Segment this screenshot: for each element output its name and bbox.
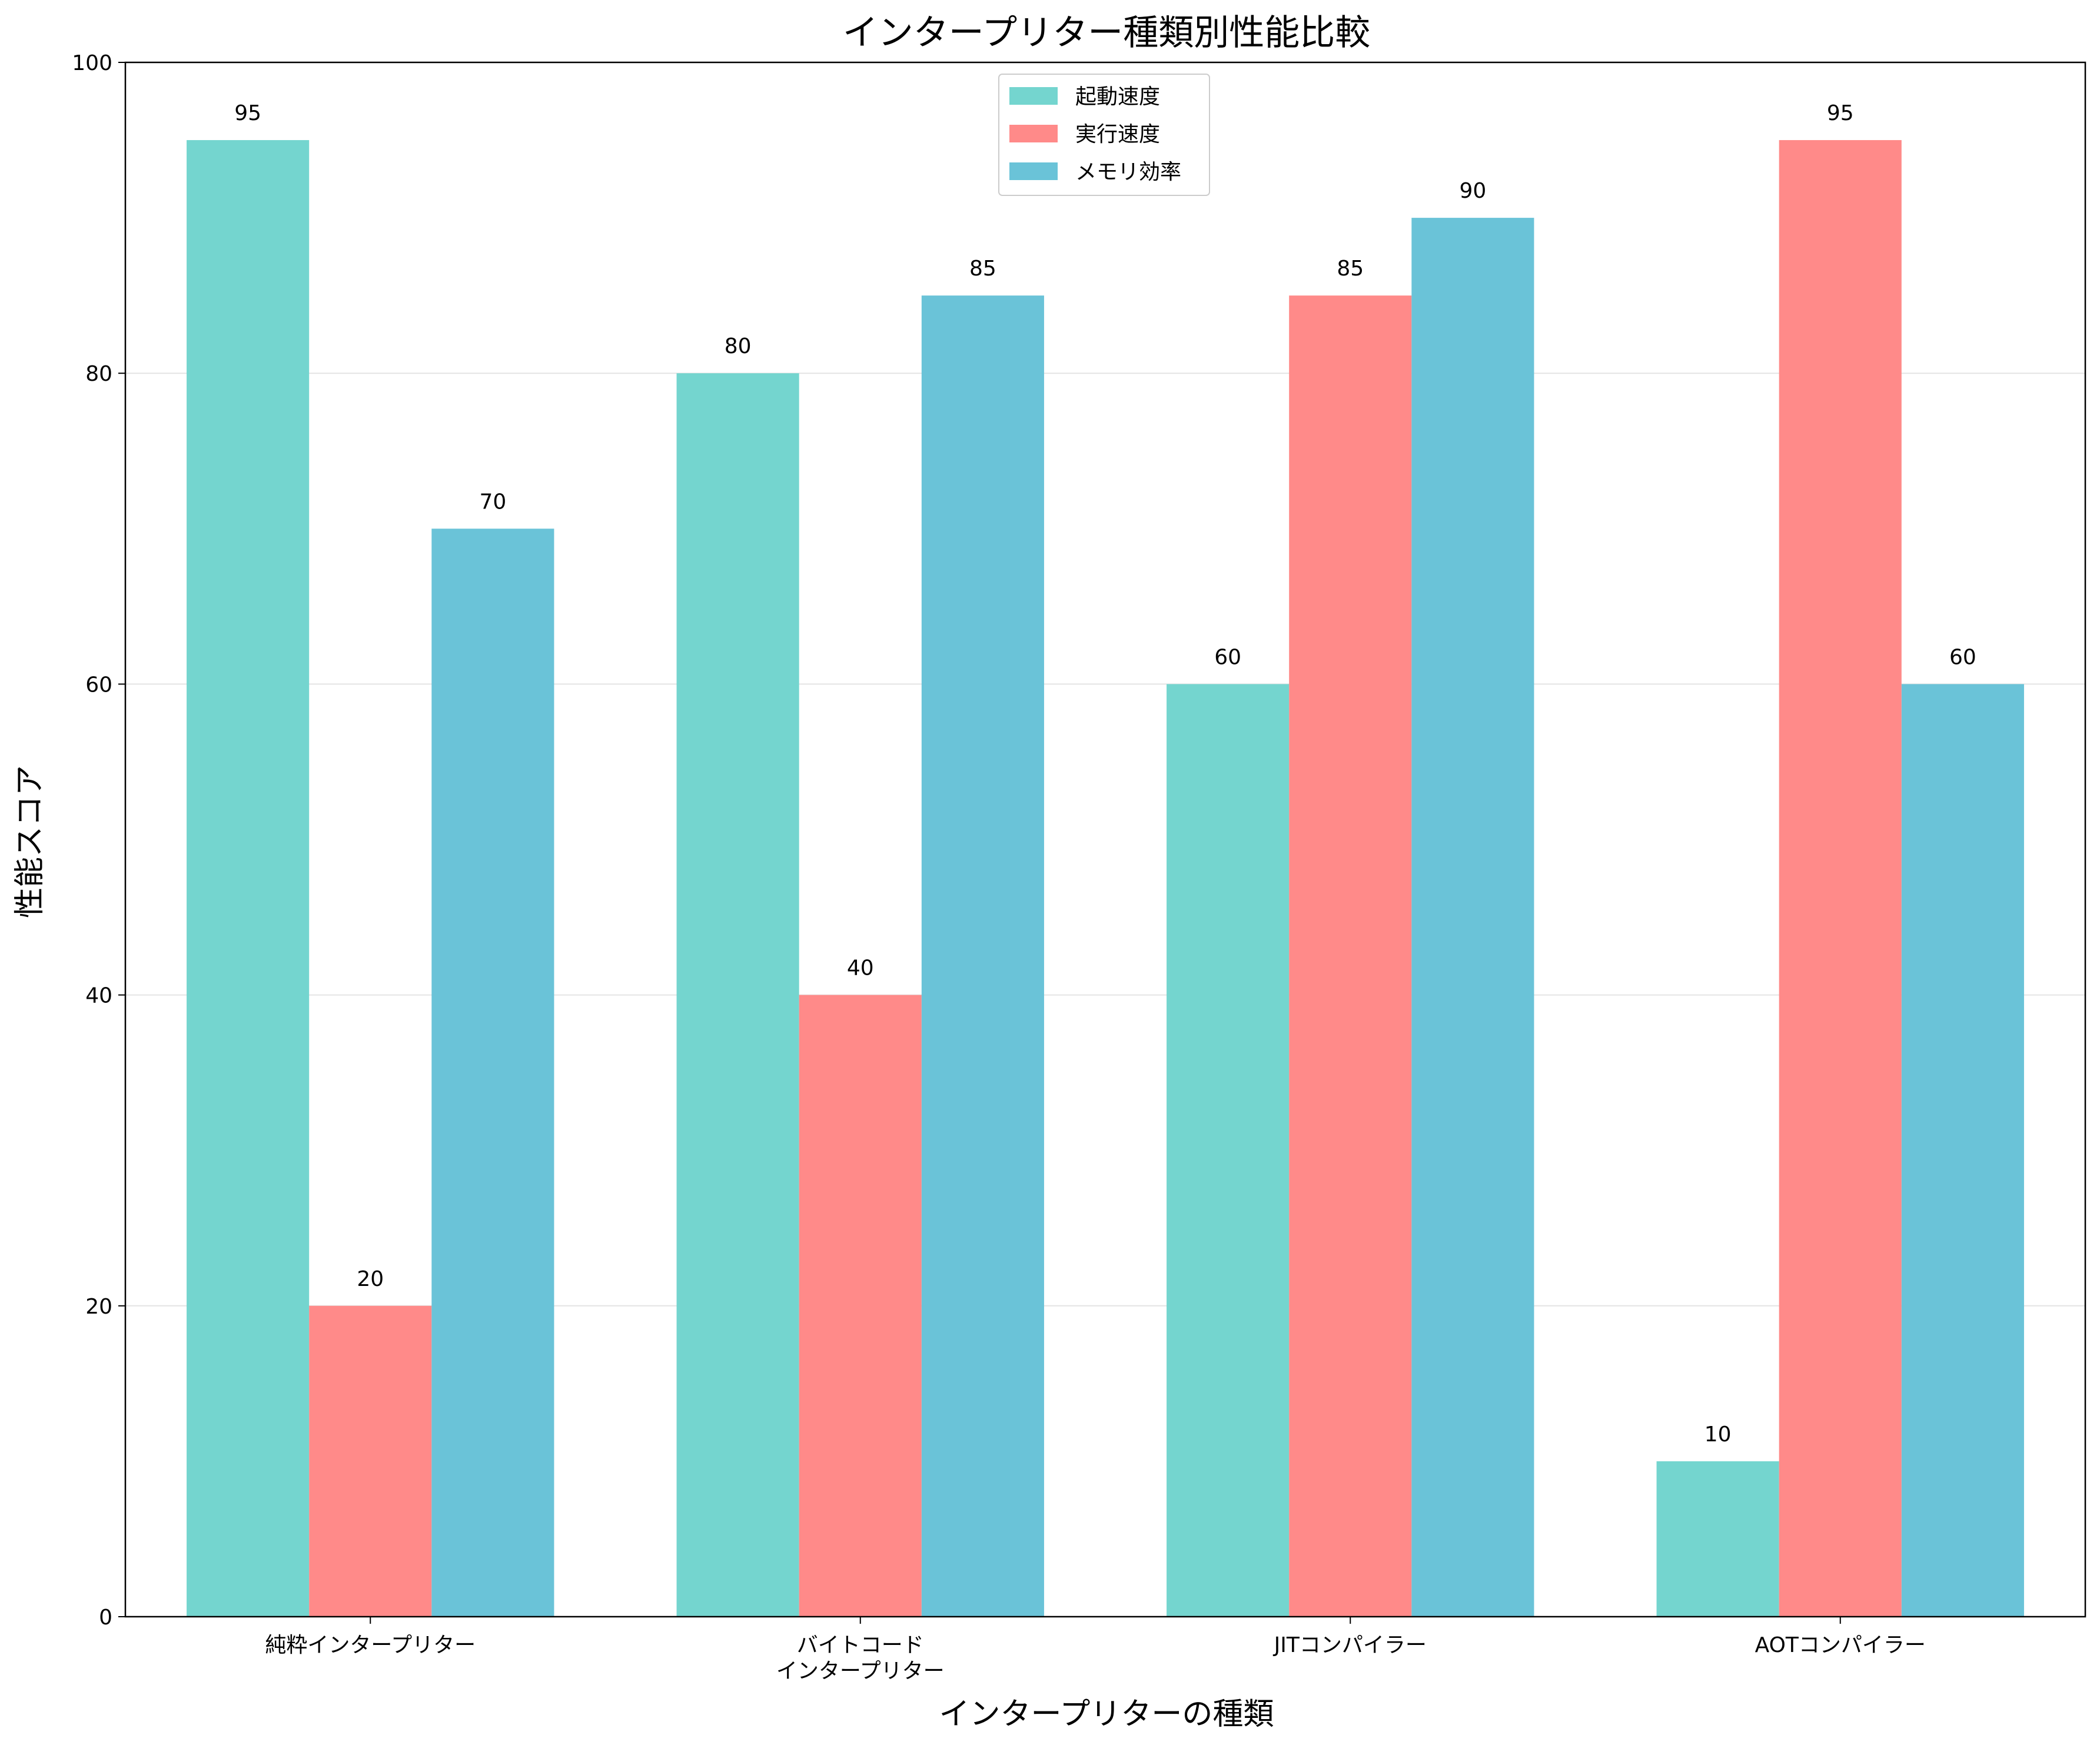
bar-value-label: 70 [479,490,506,514]
bar-2-2 [799,995,922,1617]
legend-label-2: 実行速度 [1075,122,1160,147]
legend-swatch-3 [1009,162,1058,180]
plot-frame [124,61,2086,1618]
bar-value-label: 95 [234,101,261,125]
y-tick-label: 0 [99,1606,112,1630]
y-axis-label: 性能スコア [12,765,48,918]
bar-3-1 [431,529,554,1617]
bar-3-4 [1901,684,2024,1617]
bar-value-label: 60 [1214,645,1241,669]
bar-value-label: 60 [1949,645,1976,669]
bar-value-label: 40 [847,956,874,980]
legend-swatch-1 [1009,87,1058,105]
bar-value-label: 85 [1337,257,1364,281]
x-tick-label: AOTコンパイラー [1755,1633,1926,1657]
x-tick-label: 純粋インタープリター [265,1633,476,1657]
bar-2-3 [1289,295,1412,1617]
legend-label-3: メモリ効率 [1075,160,1181,184]
axes: 0 20 40 60 80 100 純粋インタープリター バイトコードインタープリター JITコ… [72,51,2086,1683]
bar-value-labels: 95 80 60 10 20 40 85 95 70 85 90 60 [234,101,1976,1447]
y-tick-label: 80 [85,362,112,386]
bar-2-4 [1779,140,1902,1617]
y-tick-label: 60 [85,673,112,697]
bar-1-1 [187,140,310,1617]
bar-value-label: 20 [357,1267,384,1291]
bar-3-3 [1411,218,1534,1617]
y-tick-label: 100 [72,51,112,75]
bar-value-label: 10 [1704,1422,1732,1447]
y-tick-label: 20 [85,1295,112,1319]
bars [187,140,2024,1617]
x-axis-label: インタープリターの種類 [939,1697,1274,1732]
bar-3-2 [921,295,1044,1617]
bar-2-1 [309,1305,432,1617]
bar-value-label: 95 [1827,101,1854,125]
bar-value-label: 85 [969,257,996,281]
legend-swatch-2 [1009,125,1058,142]
y-tick-label: 40 [85,984,112,1008]
bar-1-2 [676,373,799,1617]
x-tick-label: バイトコードインタープリター [776,1633,945,1683]
x-tick-label: JITコンパイラー [1273,1633,1427,1657]
legend-label-1: 起動速度 [1075,85,1160,109]
bar-1-3 [1167,684,1290,1617]
bar-value-label: 80 [725,334,752,358]
bar-1-4 [1656,1461,1779,1617]
bar-value-label: 90 [1459,179,1486,203]
chart-title: インタープリター種類別性能比較 [843,12,1370,54]
